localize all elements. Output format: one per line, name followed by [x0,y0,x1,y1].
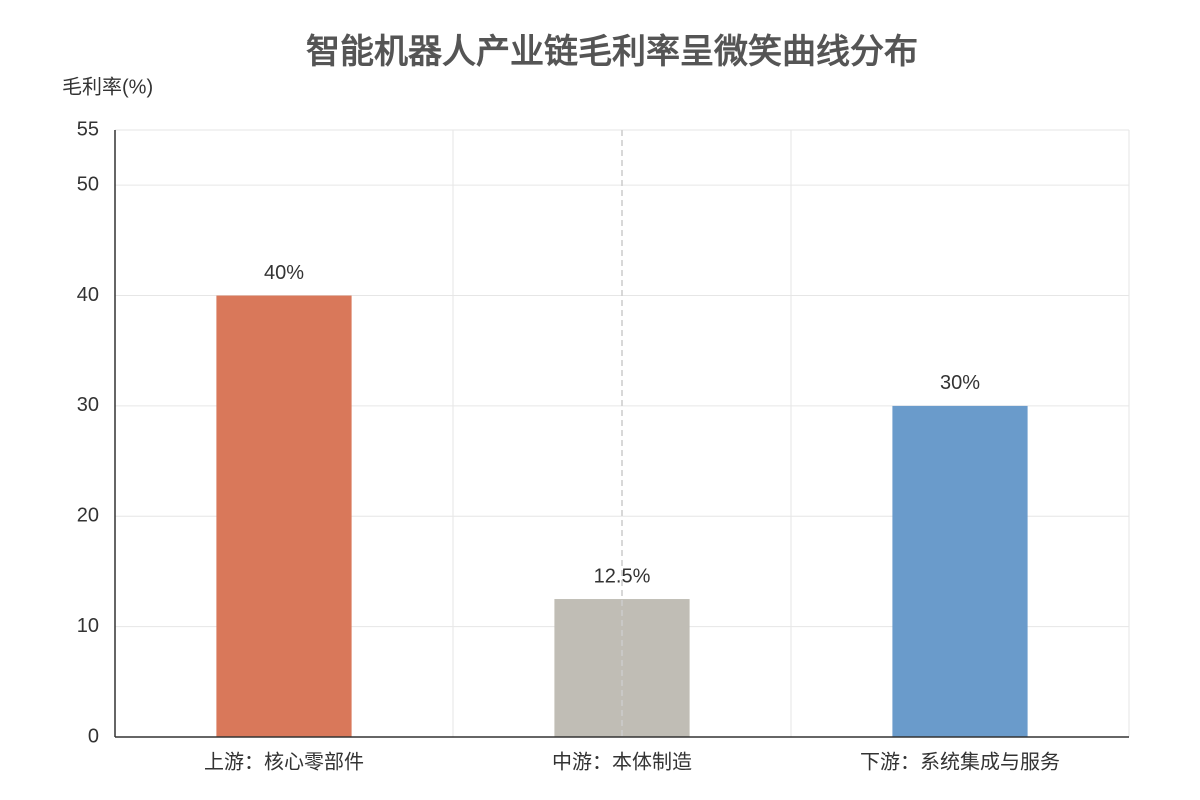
value-label: 12.5% [594,565,651,587]
y-tick-label: 55 [77,118,99,140]
x-tick-label: 中游：本体制造 [552,750,692,773]
y-tick-label: 50 [77,173,99,195]
y-tick-label: 30 [77,394,99,416]
bar [892,405,1028,737]
value-label: 30% [940,372,980,394]
bar [216,295,352,737]
y-tick-label: 40 [77,284,99,306]
y-tick-label: 10 [77,615,99,637]
bar [554,599,690,737]
chart-title: 智能机器人产业链毛利率呈微笑曲线分布 [306,33,918,71]
x-tick-label: 下游：系统集成与服务 [860,750,1060,773]
value-label: 40% [264,262,304,284]
x-tick-label: 上游：核心零部件 [204,750,364,773]
y-tick-label: 20 [77,505,99,527]
y-axis-label: 毛利率(%) [62,75,153,98]
y-tick-label: 0 [88,725,99,747]
